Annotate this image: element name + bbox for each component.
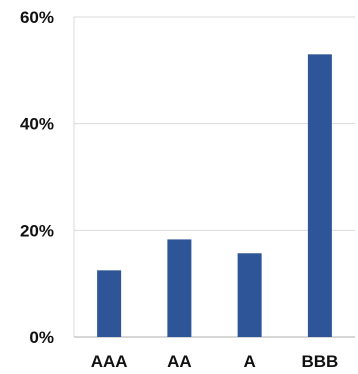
x-axis-category-labels: AAA AA A BBB <box>91 352 339 371</box>
x-category-label: A <box>243 352 255 371</box>
y-tick-label: 40% <box>20 115 54 134</box>
bar-a <box>237 253 262 337</box>
bar-aa <box>167 239 192 337</box>
x-category-label: BBB <box>301 352 338 371</box>
bars <box>97 54 332 337</box>
bar-aaa <box>97 270 122 337</box>
bar-bbb <box>307 54 332 337</box>
y-tick-label: 20% <box>20 221 54 240</box>
y-axis-tick-labels: 0% 20% 40% 60% <box>20 8 54 347</box>
x-category-label: AA <box>167 352 192 371</box>
y-tick-label: 60% <box>20 8 54 27</box>
x-category-label: AAA <box>91 352 128 371</box>
y-tick-label: 0% <box>29 328 54 347</box>
